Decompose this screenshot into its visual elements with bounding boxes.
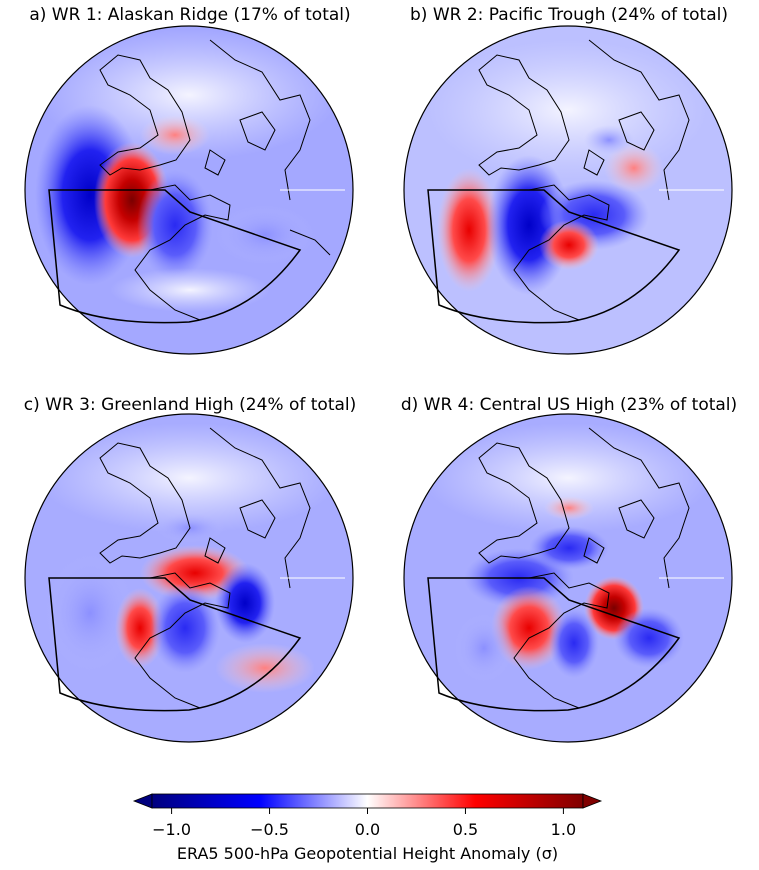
coastline [588,427,690,589]
colorbar-tickmarks [171,808,564,814]
polar-map [403,413,733,743]
domain-box [48,189,302,324]
panel-title: d) WR 4: Central US High (23% of total) [400,395,738,415]
panel-title: b) WR 2: Pacific Trough (24% of total) [410,5,728,25]
domain-box [427,577,681,712]
colorbar-tick-label: −1.0 [152,820,192,839]
colorbar-tick-label: 0.5 [452,820,479,839]
colorbar-tick-label: −0.5 [250,820,289,839]
map-boundary [24,25,354,355]
panel-wr2: b) WR 2: Pacific Trough (24% of total) [379,0,759,385]
panel-wr4: d) WR 4: Central US High (23% of total) [379,388,759,773]
panel-title: a) WR 1: Alaskan Ridge (17% of total) [29,5,351,25]
anomaly-pink [140,115,210,155]
panel-wr1: a) WR 1: Alaskan Ridge (17% of total) [0,0,380,385]
polar-map [403,25,733,355]
anomaly-low-atlantic [215,563,275,643]
anomaly-high-pacific [437,168,501,292]
anomaly-high-atlantic [604,143,664,193]
anomaly-low-canada [137,170,213,280]
coastline [478,54,570,176]
colorbar-bar [132,793,603,814]
domain-box [48,577,302,712]
colorbar-label: ERA5 500-hPa Geopotential Height Anomaly… [176,844,559,863]
anomaly-low-canada [150,583,220,673]
panel-title: c) WR 3: Greenland High (24% of total) [23,395,357,415]
colorbar-extend-high [582,793,603,809]
anomaly-pale [428,40,708,180]
anomaly-low-east-us [549,608,599,678]
colorbar-fill [151,793,584,809]
coastline [513,499,655,709]
coastline [513,111,655,321]
colorbar-extend-low [132,793,153,809]
anomaly-low-pacific [45,553,135,673]
colorbar: −1.0 −0.5 0.0 0.5 1.0 ERA5 500-hPa Geopotent… [130,790,605,870]
anomaly-low-atlantic [215,205,315,265]
coastline [478,442,570,564]
anomaly-pale-south [110,268,270,312]
anomaly-pale [39,423,339,533]
map-boundary [403,25,733,355]
coastline [134,111,276,321]
polar-map [24,25,354,355]
coastline [289,229,331,256]
coastline [209,427,311,589]
colorbar-tick-label: 0.0 [354,820,381,839]
anomaly-low-arctic [584,125,634,155]
coastline [209,39,311,201]
panel-wr3: c) WR 3: Greenland High (24% of total) [0,388,380,773]
map-boundary [403,413,733,743]
coastline [134,499,276,709]
polar-map [24,413,354,743]
colorbar-tick-label: 1.0 [550,820,577,839]
coastline [99,54,191,176]
anomaly-low-atlantic [614,608,684,668]
anomaly-pale [423,423,713,533]
coastline [99,442,191,564]
anomaly-high-west [115,588,165,668]
anomaly-high-us [539,220,599,270]
map-boundary [24,413,354,743]
domain-box [427,189,681,324]
anomaly-high-atlantic [215,643,315,693]
coastline [588,39,690,201]
anomaly-pink [544,496,594,520]
anomaly-low-pacific [454,613,514,683]
